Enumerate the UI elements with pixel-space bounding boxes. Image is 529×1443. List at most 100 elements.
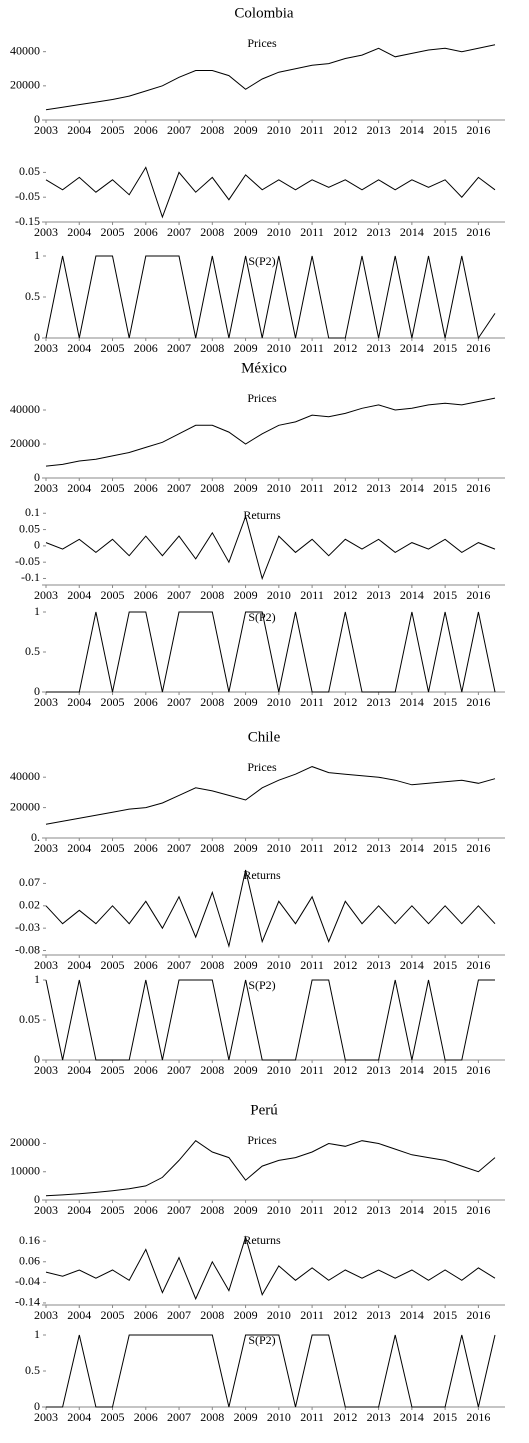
x-tick-label: 2003 bbox=[34, 588, 58, 602]
y-tick-label: 1 bbox=[34, 1327, 40, 1341]
x-tick-label: 2014 bbox=[400, 1308, 424, 1322]
series-line bbox=[45, 514, 496, 581]
x-tick-label: 2009 bbox=[234, 1203, 258, 1217]
series-line bbox=[45, 166, 496, 219]
x-tick-label: 2014 bbox=[400, 481, 424, 495]
x-tick-label: 2003 bbox=[34, 958, 58, 972]
x-tick-label: 2014 bbox=[400, 225, 424, 239]
x-tick-label: 2015 bbox=[433, 1063, 457, 1077]
x-tick-label: 2005 bbox=[101, 123, 125, 137]
x-tick-label: 2005 bbox=[101, 481, 125, 495]
x-tick-label: 2010 bbox=[267, 225, 291, 239]
x-tick-label: 2012 bbox=[333, 1308, 357, 1322]
y-tick-label: 0 bbox=[34, 470, 40, 484]
x-tick-label: 2004 bbox=[67, 481, 91, 495]
panel-title: Colombia bbox=[234, 5, 294, 21]
x-tick-label: 2007 bbox=[167, 341, 191, 355]
x-tick-label: 2013 bbox=[367, 1063, 391, 1077]
x-tick-label: 2006 bbox=[134, 1410, 158, 1424]
x-tick-label: 2008 bbox=[200, 341, 224, 355]
x-tick-label: 2004 bbox=[67, 958, 91, 972]
x-tick-label: 2014 bbox=[400, 341, 424, 355]
panel-label: Prices bbox=[247, 36, 277, 50]
x-tick-label: 2005 bbox=[101, 1203, 125, 1217]
x-tick-label: 2007 bbox=[167, 1410, 191, 1424]
x-tick-label: 2007 bbox=[167, 695, 191, 709]
x-tick-label: 2016 bbox=[466, 1410, 490, 1424]
x-tick-label: 2006 bbox=[134, 481, 158, 495]
series-line bbox=[45, 44, 496, 111]
x-tick-label: 2015 bbox=[433, 481, 457, 495]
x-tick-label: 2005 bbox=[101, 841, 125, 855]
panel-title: Perú bbox=[250, 1102, 278, 1118]
y-tick-label: 40000 bbox=[10, 43, 40, 57]
x-tick-label: 2012 bbox=[333, 1203, 357, 1217]
y-tick-label: -0.15 bbox=[15, 214, 40, 228]
x-tick-label: 2005 bbox=[101, 1308, 125, 1322]
x-tick-label: 2014 bbox=[400, 695, 424, 709]
y-tick-label: -0.08 bbox=[15, 942, 40, 956]
x-tick-label: 2013 bbox=[367, 588, 391, 602]
x-tick-label: 2012 bbox=[333, 1410, 357, 1424]
x-tick-label: 2011 bbox=[300, 123, 324, 137]
panel-label: S(P2) bbox=[248, 1333, 275, 1347]
panel-label: Returns bbox=[243, 508, 281, 522]
y-tick-label: -0.1 bbox=[21, 570, 40, 584]
panel-title: México bbox=[241, 360, 287, 376]
x-tick-label: 2010 bbox=[267, 588, 291, 602]
y-tick-label: 0. bbox=[31, 830, 40, 844]
x-tick-label: 2009 bbox=[234, 1308, 258, 1322]
x-tick-label: 2003 bbox=[34, 341, 58, 355]
x-tick-label: 2006 bbox=[134, 1203, 158, 1217]
y-tick-label: 0 bbox=[34, 1399, 40, 1413]
x-tick-label: 2007 bbox=[167, 1203, 191, 1217]
x-tick-label: 2005 bbox=[101, 588, 125, 602]
x-tick-label: 2003 bbox=[34, 1308, 58, 1322]
y-tick-label: 0.06 bbox=[19, 1254, 40, 1268]
x-tick-label: 2005 bbox=[101, 958, 125, 972]
y-tick-label: 0 bbox=[34, 538, 40, 552]
x-tick-label: 2013 bbox=[367, 341, 391, 355]
x-tick-label: 2014 bbox=[400, 588, 424, 602]
x-tick-label: 2015 bbox=[433, 341, 457, 355]
y-tick-label: 0.05 bbox=[19, 164, 40, 178]
y-tick-label: 0.5 bbox=[25, 289, 40, 303]
y-tick-label: 20000 bbox=[10, 1135, 40, 1149]
y-tick-label: 1 bbox=[34, 248, 40, 262]
y-tick-label: 0.02 bbox=[19, 898, 40, 912]
x-tick-label: 2014 bbox=[400, 1063, 424, 1077]
x-tick-label: 2012 bbox=[333, 225, 357, 239]
series-line bbox=[45, 255, 496, 340]
series-line bbox=[46, 611, 496, 693]
x-tick-label: 2008 bbox=[200, 481, 224, 495]
y-tick-label: 0.16 bbox=[19, 1233, 40, 1247]
x-tick-label: 2003 bbox=[34, 123, 58, 137]
y-tick-label: 10000 bbox=[10, 1163, 40, 1177]
x-tick-label: 2010 bbox=[267, 695, 291, 709]
x-tick-label: 2015 bbox=[433, 1410, 457, 1424]
x-tick-label: 2007 bbox=[167, 588, 191, 602]
x-tick-label: 2006 bbox=[134, 588, 158, 602]
x-tick-label: 2011 bbox=[300, 1203, 324, 1217]
y-tick-label: 0 bbox=[34, 330, 40, 344]
x-tick-label: 2004 bbox=[67, 341, 91, 355]
y-tick-label: -0.05 bbox=[15, 554, 40, 568]
x-tick-label: 2008 bbox=[200, 695, 224, 709]
x-tick-label: 2004 bbox=[67, 123, 91, 137]
x-tick-label: 2006 bbox=[134, 841, 158, 855]
x-tick-label: 2009 bbox=[234, 123, 258, 137]
x-tick-label: 2009 bbox=[234, 958, 258, 972]
x-tick-label: 2010 bbox=[267, 481, 291, 495]
x-tick-label: 2007 bbox=[167, 123, 191, 137]
x-tick-label: 2010 bbox=[267, 1063, 291, 1077]
y-tick-label: 0.1 bbox=[25, 505, 40, 519]
x-tick-label: 2005 bbox=[101, 225, 125, 239]
x-tick-label: 2011 bbox=[300, 588, 324, 602]
x-tick-label: 2008 bbox=[200, 1063, 224, 1077]
series-line bbox=[45, 869, 496, 949]
x-tick-label: 2016 bbox=[466, 841, 490, 855]
x-tick-label: 2008 bbox=[200, 958, 224, 972]
x-tick-label: 2004 bbox=[67, 841, 91, 855]
panel-label: Prices bbox=[247, 391, 277, 405]
x-tick-label: 2011 bbox=[300, 1410, 324, 1424]
